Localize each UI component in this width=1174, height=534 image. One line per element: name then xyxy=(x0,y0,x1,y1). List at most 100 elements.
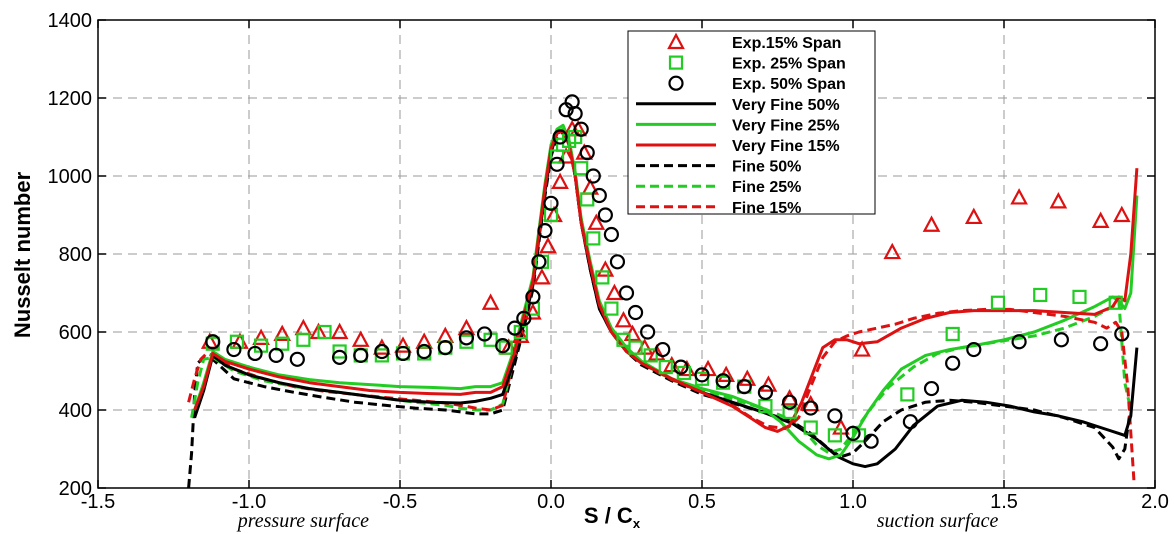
legend-swatch-circle xyxy=(668,75,684,91)
x-tick-label: -1.5 xyxy=(81,491,115,513)
circle-marker xyxy=(640,324,656,340)
circle-marker xyxy=(618,285,635,301)
circle-marker xyxy=(923,380,940,397)
square-marker xyxy=(1072,289,1087,304)
series-line xyxy=(193,129,1139,433)
legend-swatch-triangle xyxy=(667,32,685,50)
legend-label: Exp. 25% Span xyxy=(732,56,846,73)
circle-marker xyxy=(395,345,411,362)
circle-marker xyxy=(609,254,626,270)
triangle-marker xyxy=(511,326,530,343)
legend-item: Fine 15% xyxy=(636,200,801,217)
square-marker xyxy=(827,428,842,443)
circle-marker xyxy=(715,373,731,389)
circle-marker xyxy=(863,433,879,449)
y-axis-label: Nusselt number xyxy=(10,171,35,338)
circle-marker xyxy=(673,359,689,375)
legend-item: Very Fine 25% xyxy=(636,117,840,134)
square-marker xyxy=(332,344,347,359)
axis-ticks: -1.5 -1.0 -0.5 0.0 0.5 1.0 1.5 2.0 200 400 600 800 1… xyxy=(48,10,1169,513)
circle-marker xyxy=(736,379,752,395)
triangle-marker xyxy=(273,324,292,342)
circle-marker xyxy=(827,408,843,424)
triangle-marker xyxy=(524,303,542,320)
square-marker xyxy=(758,399,773,414)
circle-marker xyxy=(945,355,961,371)
legend-item: Exp.15% Span xyxy=(667,32,841,52)
circle-marker xyxy=(507,320,523,336)
circle-marker xyxy=(525,289,541,305)
legend-label: Fine 50% xyxy=(732,159,801,176)
circle-marker xyxy=(476,326,493,342)
circle-marker xyxy=(416,343,432,360)
circle-marker xyxy=(567,105,583,122)
triangle-marker xyxy=(436,326,455,343)
triangle-marker xyxy=(1112,205,1131,223)
circle-marker xyxy=(332,349,348,365)
triangle-marker xyxy=(394,336,412,353)
x-tick-label: -0.5 xyxy=(383,491,417,513)
series-5 xyxy=(193,129,1139,433)
circle-marker xyxy=(579,145,595,161)
y-tick-label: 200 xyxy=(59,478,92,500)
circle-marker xyxy=(552,129,568,145)
circle-marker xyxy=(437,340,453,356)
triangle-marker xyxy=(351,330,370,347)
square-marker xyxy=(1033,287,1048,303)
circle-marker xyxy=(803,400,819,416)
x-axis-label-subscript: x xyxy=(633,516,641,531)
circle-marker xyxy=(226,341,242,358)
x-tick-label: 0.5 xyxy=(688,491,716,513)
square-marker xyxy=(643,348,658,363)
x-axis-label: S / Cx xyxy=(584,503,641,531)
x-axis-label-main: S / C xyxy=(584,503,633,528)
circle-marker xyxy=(495,338,511,354)
square-marker xyxy=(616,332,631,347)
circle-marker xyxy=(516,310,532,326)
circle-marker xyxy=(549,156,565,172)
square-marker xyxy=(229,334,245,349)
square-marker xyxy=(782,404,797,420)
x-tick-label: 2.0 xyxy=(1141,491,1169,513)
x-tick-label: 1.5 xyxy=(990,491,1018,513)
circle-marker xyxy=(458,330,475,346)
legend-label: Exp.15% Span xyxy=(732,35,841,52)
square-marker xyxy=(275,336,290,351)
x-tick-label: -1.0 xyxy=(232,491,266,513)
legend-swatch-square xyxy=(668,55,684,70)
square-marker xyxy=(658,360,673,375)
triangle-marker xyxy=(596,260,615,277)
circle-marker xyxy=(1053,332,1069,348)
legend-item: Exp. 50% Span xyxy=(668,75,846,93)
circle-marker xyxy=(353,347,369,363)
circle-marker xyxy=(573,121,589,137)
circle-marker xyxy=(1011,334,1027,350)
legend-item: Fine 25% xyxy=(636,179,801,196)
triangle-marker xyxy=(330,322,349,340)
y-tick-label: 1000 xyxy=(48,166,93,188)
grid-lines xyxy=(98,20,1155,488)
triangle-marker xyxy=(922,215,941,232)
y-tick-label: 1200 xyxy=(48,88,93,110)
triangle-marker xyxy=(759,375,778,392)
square-marker xyxy=(586,231,601,246)
legend-label: Exp. 50% Span xyxy=(732,76,846,93)
legend-item: Very Fine 15% xyxy=(636,138,840,155)
triangle-marker xyxy=(1091,211,1110,228)
triangle-marker xyxy=(457,318,476,336)
circle-marker xyxy=(543,195,559,211)
series-line xyxy=(187,131,1133,489)
pressure-surface-note: pressure surface xyxy=(236,510,369,532)
square-marker xyxy=(498,340,513,355)
series-2 xyxy=(205,94,1130,449)
circle-marker xyxy=(655,341,671,358)
circle-marker xyxy=(694,367,710,383)
circle-marker xyxy=(966,341,982,358)
square-marker xyxy=(990,295,1006,310)
circle-marker xyxy=(268,347,284,363)
circle-marker xyxy=(1114,326,1130,342)
legend-label: Fine 25% xyxy=(732,179,801,196)
circle-marker xyxy=(205,334,221,350)
square-marker xyxy=(574,161,589,176)
